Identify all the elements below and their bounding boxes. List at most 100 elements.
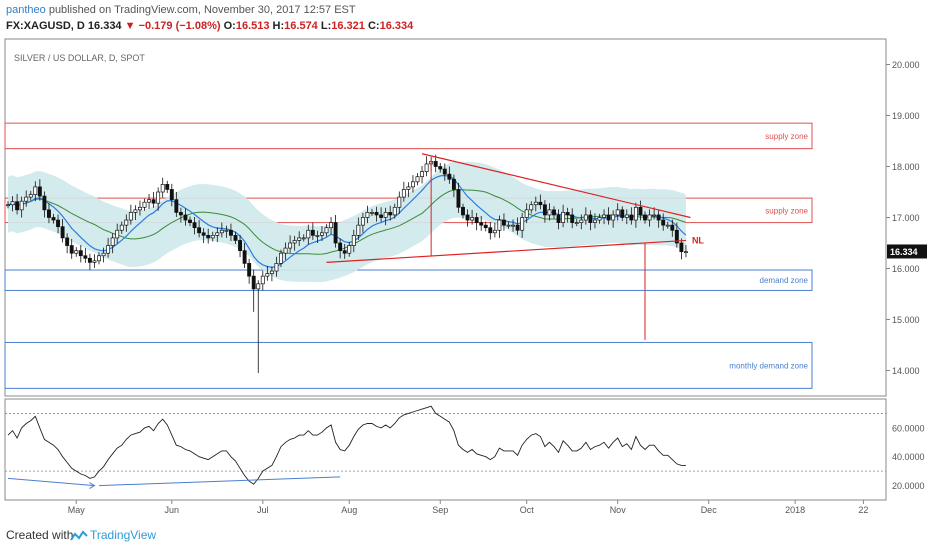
- candle-body: [110, 237, 115, 246]
- x-tick-label: May: [68, 505, 86, 515]
- candle-body: [556, 214, 561, 223]
- candle-body: [520, 217, 525, 231]
- candle-body: [347, 245, 352, 254]
- candle-body: [415, 176, 420, 183]
- zone-label: demand zone: [760, 276, 809, 285]
- candle-body: [379, 214, 384, 218]
- candle-body: [106, 245, 111, 254]
- candle-body: [333, 222, 338, 244]
- candle-body: [65, 237, 70, 246]
- candle-body: [606, 214, 611, 221]
- y-tick-label: 20.000: [892, 60, 920, 70]
- candle-body: [351, 235, 356, 246]
- publish-info: published on TradingView.com, November 3…: [45, 4, 356, 16]
- close-label: C:: [367, 20, 380, 32]
- candle-body: [356, 224, 361, 236]
- candle-body: [233, 235, 238, 241]
- candle-body: [388, 212, 393, 216]
- triangle-upper-line: [421, 153, 691, 219]
- price-chart[interactable]: supply zone supply zone demand zone monthly…: [0, 38, 932, 520]
- candle-body: [229, 229, 233, 236]
- neckline-label: NL: [692, 235, 704, 245]
- candle-body: [456, 189, 461, 208]
- candle-body: [56, 219, 61, 228]
- candle-body: [397, 196, 402, 208]
- candle-body: [561, 212, 566, 223]
- candle-body: [570, 214, 575, 223]
- y-tick-label: 19.000: [892, 111, 920, 121]
- candle-body: [165, 184, 170, 190]
- rsi-divergence-line: [7, 477, 95, 487]
- candle-body: [338, 242, 343, 252]
- x-tick-label: Aug: [341, 505, 357, 515]
- candle-body: [461, 206, 465, 216]
- candle-body: [652, 214, 657, 217]
- candle-body: [624, 214, 629, 218]
- candle-body: [265, 273, 270, 277]
- candle-body: [447, 173, 452, 180]
- candle-body: [629, 214, 634, 221]
- candle-body: [297, 237, 302, 241]
- candle-body: [147, 199, 151, 203]
- tradingview-link[interactable]: TradingView: [90, 528, 157, 542]
- candle-body: [474, 217, 479, 223]
- candle-body: [279, 252, 283, 264]
- candle-body: [533, 201, 538, 206]
- open-value: 16.513: [235, 20, 270, 32]
- candle-body: [383, 212, 388, 218]
- down-arrow-icon: ▼: [124, 20, 136, 32]
- rsi-pane-frame: [4, 398, 887, 501]
- candle-body: [69, 245, 74, 254]
- candle-body: [529, 204, 534, 211]
- x-tick-label: Jun: [165, 505, 180, 515]
- candle-body: [301, 237, 306, 240]
- candle-body: [60, 226, 65, 239]
- candle-body: [592, 219, 597, 223]
- bollinger-bands: [8, 161, 686, 283]
- rsi-divergence-line: [98, 476, 341, 487]
- last-price: 16.334: [87, 20, 122, 32]
- candle-body: [128, 212, 133, 221]
- candle-body: [156, 191, 161, 204]
- x-tick-label: Sep: [432, 505, 448, 515]
- candle-body: [433, 161, 438, 167]
- candle-body: [602, 214, 607, 218]
- candle-body: [247, 263, 252, 277]
- candle-body: [219, 229, 224, 234]
- candle-body: [133, 209, 138, 213]
- candle-body: [210, 235, 215, 239]
- x-tick-label: Dec: [701, 505, 718, 515]
- candle-body: [74, 250, 79, 254]
- candle-body: [670, 224, 675, 231]
- footer: Created with TradingView: [0, 522, 932, 550]
- chart-header: pantheo published on TradingView.com, No…: [6, 2, 906, 38]
- candle-body: [661, 219, 666, 226]
- x-tick-label: Oct: [520, 505, 535, 515]
- x-tick-label: Nov: [610, 505, 627, 515]
- candle-body: [324, 227, 329, 234]
- candle-body: [506, 224, 511, 227]
- candle-body: [497, 219, 502, 231]
- candle-body: [238, 240, 242, 251]
- candle-body: [10, 201, 15, 206]
- y-tick-label: 14.000: [892, 366, 920, 376]
- arrow-right-icon: [89, 482, 96, 489]
- candle-body: [283, 247, 288, 254]
- candle-body: [656, 214, 661, 221]
- candle-body: [306, 229, 311, 239]
- candle-body: [574, 222, 579, 224]
- x-tick-label: Jul: [257, 505, 269, 515]
- candle-body: [6, 204, 10, 207]
- candle-body: [42, 195, 47, 211]
- zone-label: supply zone: [765, 206, 808, 215]
- candle-body: [224, 229, 229, 232]
- candle-body: [638, 206, 643, 216]
- candle-body: [51, 217, 56, 221]
- candle-body: [315, 235, 320, 237]
- candle-body: [251, 275, 256, 290]
- author-link[interactable]: pantheo: [6, 4, 46, 16]
- candle-body: [24, 196, 29, 202]
- created-with: Created with: [6, 528, 74, 542]
- candle-body: [392, 206, 397, 216]
- candle-body: [370, 212, 374, 214]
